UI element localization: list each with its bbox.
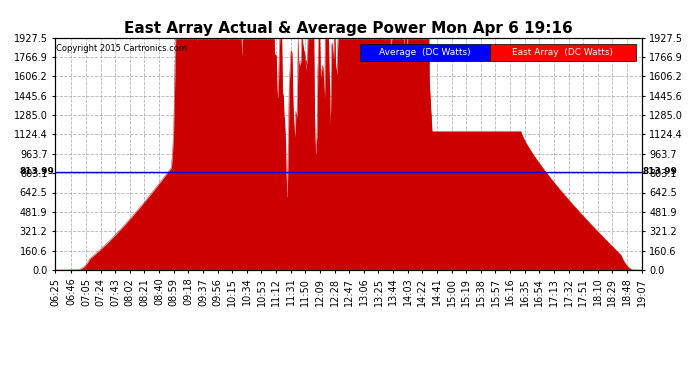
Title: East Array Actual & Average Power Mon Apr 6 19:16: East Array Actual & Average Power Mon Ap… [124, 21, 573, 36]
FancyBboxPatch shape [360, 45, 490, 61]
Text: East Array  (DC Watts): East Array (DC Watts) [512, 48, 613, 57]
FancyBboxPatch shape [490, 45, 636, 61]
Text: 813.99: 813.99 [19, 167, 55, 176]
Text: 813.99: 813.99 [643, 167, 678, 176]
Text: Average  (DC Watts): Average (DC Watts) [379, 48, 471, 57]
Text: Copyright 2015 Cartronics.com: Copyright 2015 Cartronics.com [57, 45, 188, 54]
